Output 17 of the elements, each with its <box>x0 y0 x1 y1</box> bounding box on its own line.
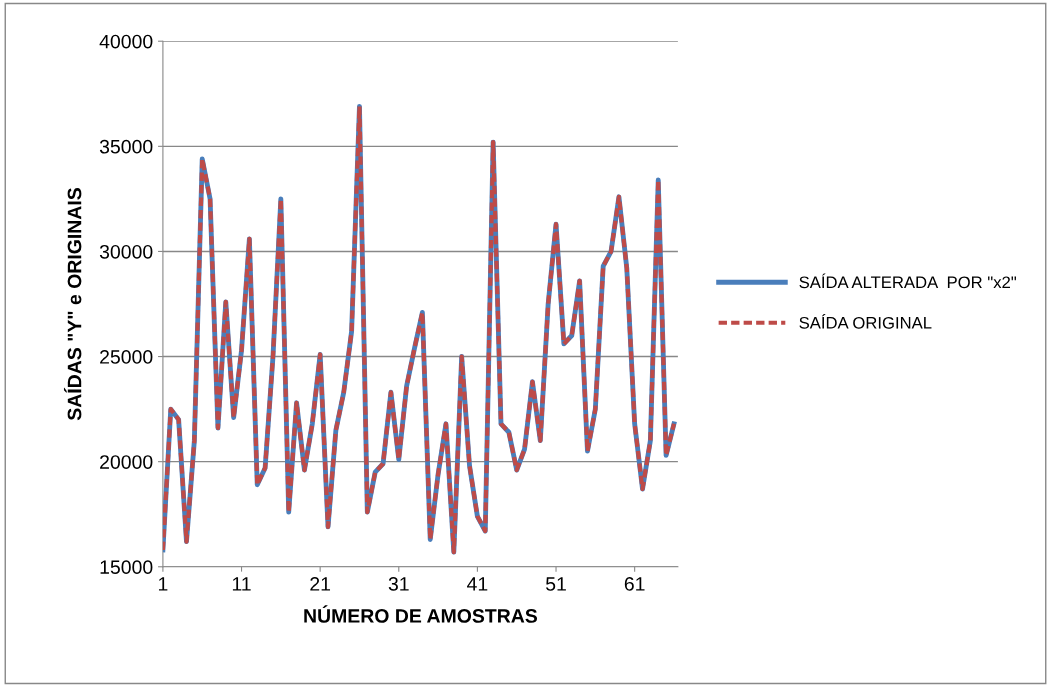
y-tick-label: 20000 <box>100 455 153 469</box>
x-tick-label: 41 <box>467 577 488 591</box>
y-tick-label: 40000 <box>99 34 153 49</box>
x-tick-label: 51 <box>545 577 566 591</box>
legend-label: SAÍDA ALTERADA POR "x2" <box>799 273 1017 289</box>
y-axis-title: SAÍDAS "Y" e ORIGINAIS <box>63 188 82 421</box>
x-tick-label: 61 <box>624 577 645 591</box>
y-tick-label: 15000 <box>100 560 153 575</box>
y-tick-label: 30000 <box>99 244 153 259</box>
x-tick-label: 21 <box>310 577 331 591</box>
legend-label: SAÍDA ORIGINAL <box>799 314 932 329</box>
y-tick-label: 35000 <box>99 139 153 154</box>
y-tick-label: 25000 <box>100 350 153 364</box>
x-tick-label: 11 <box>232 577 251 591</box>
x-tick-label: 31 <box>388 577 409 591</box>
x-tick-label: 1 <box>158 577 168 591</box>
x-axis-title: NÚMERO DE AMOSTRAS <box>304 605 538 623</box>
